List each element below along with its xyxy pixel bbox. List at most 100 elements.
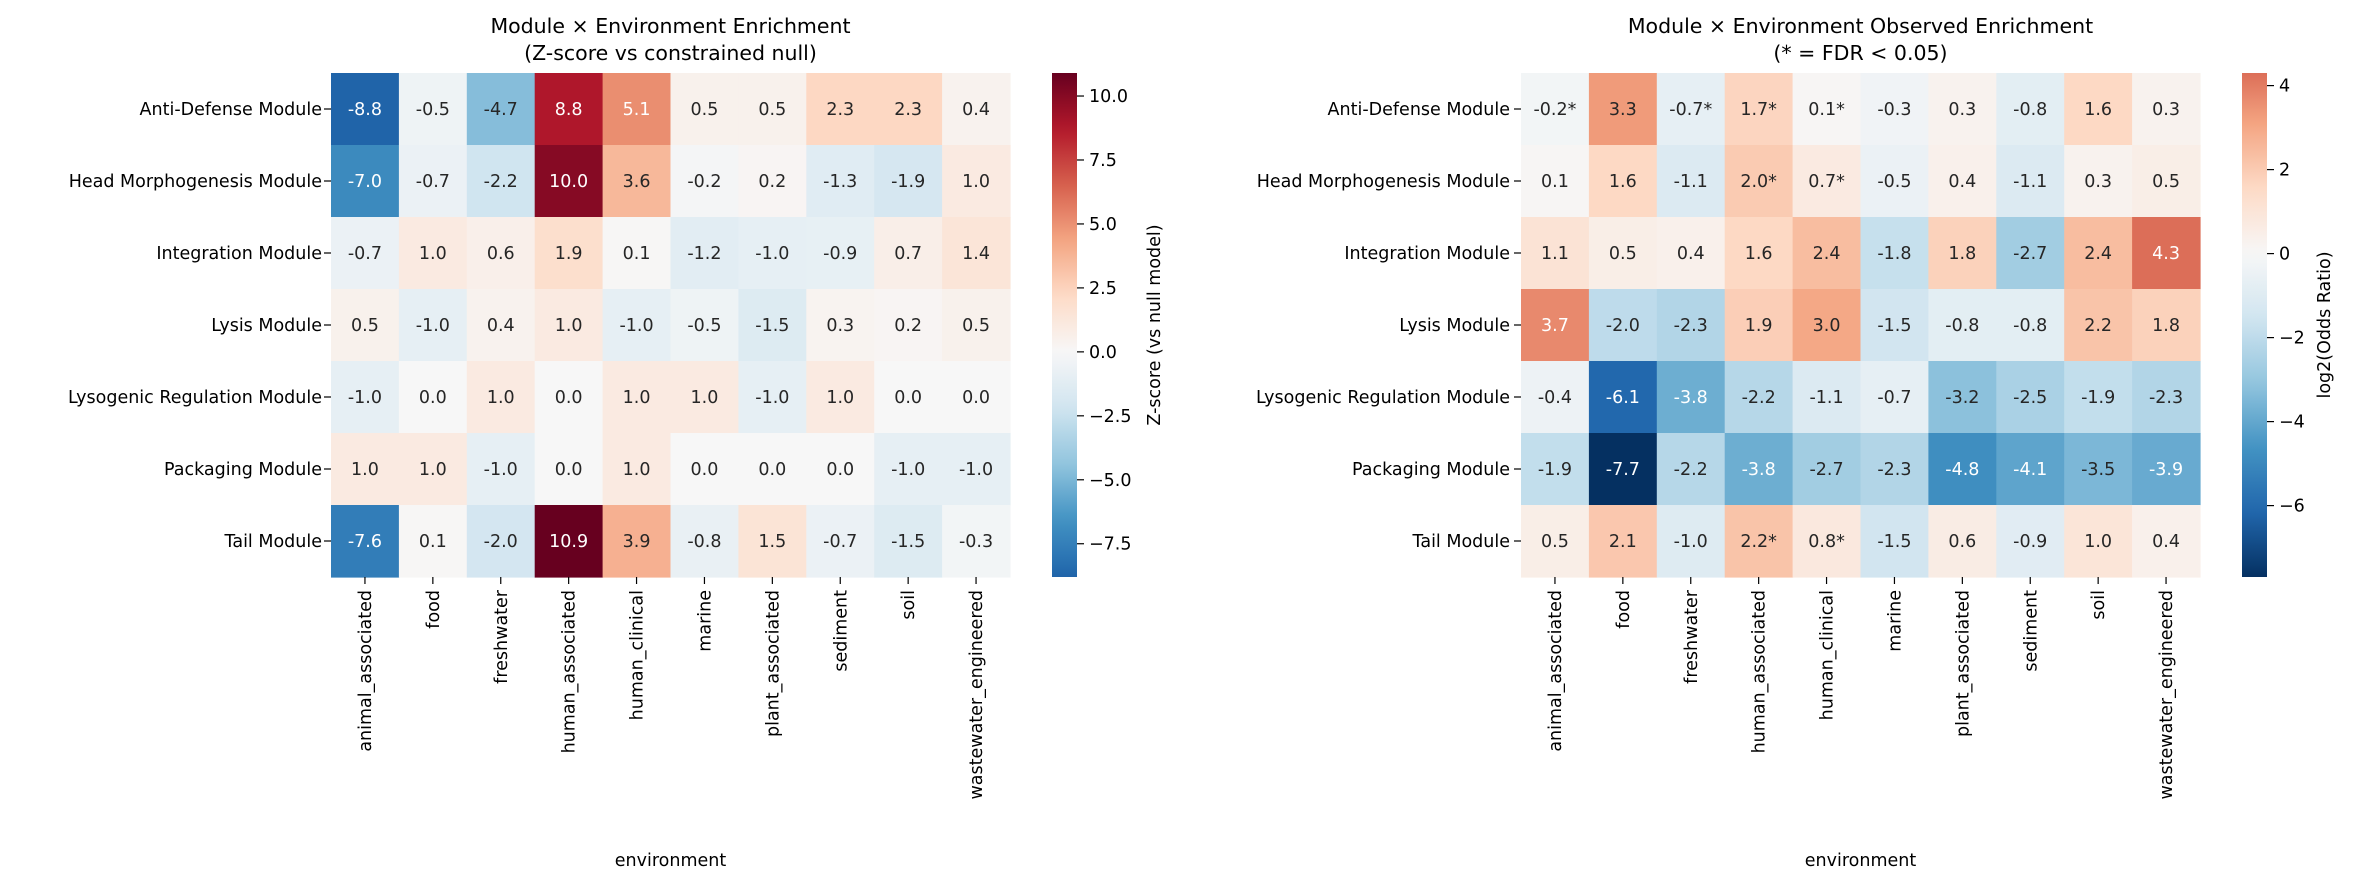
cell-annotation: 1.0: [623, 460, 651, 480]
heatmap-cell: [1792, 145, 1862, 218]
heatmap-cell: [1792, 505, 1862, 578]
cell-annotation: -1.3: [823, 172, 857, 192]
heatmap-cell: [2064, 217, 2133, 290]
cell-annotation: -2.7: [2013, 244, 2047, 264]
cell-annotation: 1.0: [555, 316, 583, 336]
cell-annotation: -3.9: [2149, 460, 2183, 480]
cell-annotation: -0.7: [348, 244, 382, 264]
heatmap-cell: [534, 217, 604, 290]
heatmap-cell: [1792, 289, 1862, 362]
heatmap-cells: -0.2* 3.3 -0.7* 1.7* 0.1* -0.3 0.3 -0.8 1.6 0.3 0.…: [1521, 73, 2201, 578]
heatmap-cell: [1724, 433, 1794, 506]
heatmap-cell: [466, 505, 536, 578]
cell-annotation: 1.6: [1745, 244, 1773, 264]
cell-annotation: 0.4: [1948, 172, 1976, 192]
cell-annotation: -2.3: [1674, 316, 1708, 336]
cell-annotation: 2.2*: [1740, 532, 1777, 552]
heatmap-cell: [2064, 289, 2133, 362]
y-tick-label: Tail Module: [1412, 532, 1510, 552]
heatmap-cell: [1656, 145, 1726, 218]
heatmap-cell: [1860, 505, 1929, 578]
heatmap-cell: [670, 73, 739, 146]
heatmap-cell: [1656, 217, 1726, 290]
chart-title-line: (Z-score vs constrained null): [524, 41, 817, 65]
heatmap-cell: [1588, 433, 1658, 506]
cell-annotation: -2.0: [484, 532, 518, 552]
heatmap-cell: [466, 289, 536, 362]
cell-annotation: 1.0: [419, 460, 447, 480]
cell-annotation: -3.8: [1674, 388, 1708, 408]
cell-annotation: 0.8*: [1808, 532, 1845, 552]
heatmap-cell: [1928, 145, 1997, 218]
cell-annotation: -1.0: [619, 316, 653, 336]
heatmap-cell: [738, 73, 807, 146]
cell-annotation: -1.0: [891, 460, 925, 480]
heatmap-cell: [1588, 505, 1658, 578]
cell-annotation: -1.1: [2013, 172, 2047, 192]
heatmap-cell: [806, 73, 875, 146]
cell-annotation: -0.8: [687, 532, 721, 552]
colorbar-tick-label: −2: [2279, 329, 2305, 349]
y-tick-label: Lysogenic Regulation Module: [68, 388, 322, 408]
heatmap-cell: [398, 361, 468, 434]
cell-annotation: 0.6: [1948, 532, 1976, 552]
heatmap-cell: [806, 505, 875, 578]
cell-annotation: 0.4: [487, 316, 515, 336]
heatmap-cell: [1588, 289, 1658, 362]
cell-annotation: 1.4: [962, 244, 990, 264]
heatmap-cell: [331, 73, 400, 146]
heatmap-cell: [738, 145, 807, 218]
heatmap-cell: [942, 289, 1011, 362]
cell-annotation: -1.2: [687, 244, 721, 264]
cell-annotation: 1.6: [1609, 172, 1637, 192]
x-tick-label: human_associated: [1750, 590, 1770, 753]
heatmap-cell: [874, 433, 943, 506]
cell-annotation: -0.9: [823, 244, 857, 264]
x-axis-label: environment: [615, 851, 727, 871]
cell-annotation: 1.6: [2084, 100, 2112, 120]
cell-annotation: -7.0: [348, 172, 382, 192]
heatmap-cell: [2064, 433, 2133, 506]
heatmap-cell: [398, 217, 468, 290]
colorbar-tick-label: −7.5: [1089, 535, 1132, 555]
y-tick-label: Packaging Module: [164, 460, 322, 480]
heatmap-cell: [806, 361, 875, 434]
cell-annotation: 1.0: [2084, 532, 2112, 552]
cell-annotation: 1.0: [351, 460, 379, 480]
cell-annotation: -0.2*: [1533, 100, 1576, 120]
heatmap-cell: [466, 73, 536, 146]
y-tick-label: Packaging Module: [1352, 460, 1510, 480]
heatmap-cell: [1656, 505, 1726, 578]
heatmap-panel-1: Module × Environment Enrichment (Z-score …: [68, 14, 1165, 871]
cell-annotation: 2.3: [894, 100, 922, 120]
x-tick-label: sediment: [2021, 590, 2041, 672]
heatmap-cell: [1724, 361, 1794, 434]
heatmap-cell: [738, 289, 807, 362]
heatmap-cell: [534, 289, 604, 362]
y-tick-label: Lysis Module: [1399, 316, 1510, 336]
cell-annotation: -2.5: [2013, 388, 2047, 408]
colorbar-tick-label: 10.0: [1089, 87, 1128, 107]
cell-annotation: 0.7*: [1808, 172, 1845, 192]
heatmap-cell: [670, 361, 739, 434]
cell-annotation: 10.9: [549, 532, 588, 552]
heatmap-cell: [1792, 73, 1862, 146]
heatmap-cell: [466, 433, 536, 506]
cell-annotation: 8.8: [555, 100, 583, 120]
x-tick-label: soil: [2089, 590, 2109, 620]
cell-annotation: 2.0*: [1740, 172, 1777, 192]
heatmap-cell: [398, 145, 468, 218]
y-tick-label: Head Morphogenesis Module: [69, 172, 322, 192]
cell-annotation: 0.2: [894, 316, 922, 336]
colorbar-tick-label: −4: [2279, 413, 2305, 433]
heatmap-cell: [874, 145, 943, 218]
cell-annotation: -0.7: [416, 172, 450, 192]
heatmap-cell: [874, 73, 943, 146]
cell-annotation: -3.2: [1945, 388, 1979, 408]
cell-annotation: -1.5: [755, 316, 789, 336]
colorbar-tick-label: 5.0: [1089, 215, 1117, 235]
cell-annotation: -1.9: [2081, 388, 2115, 408]
cell-annotation: 1.0: [419, 244, 447, 264]
x-tick-label: animal_associated: [356, 590, 376, 752]
heatmap-cell: [1928, 433, 1997, 506]
